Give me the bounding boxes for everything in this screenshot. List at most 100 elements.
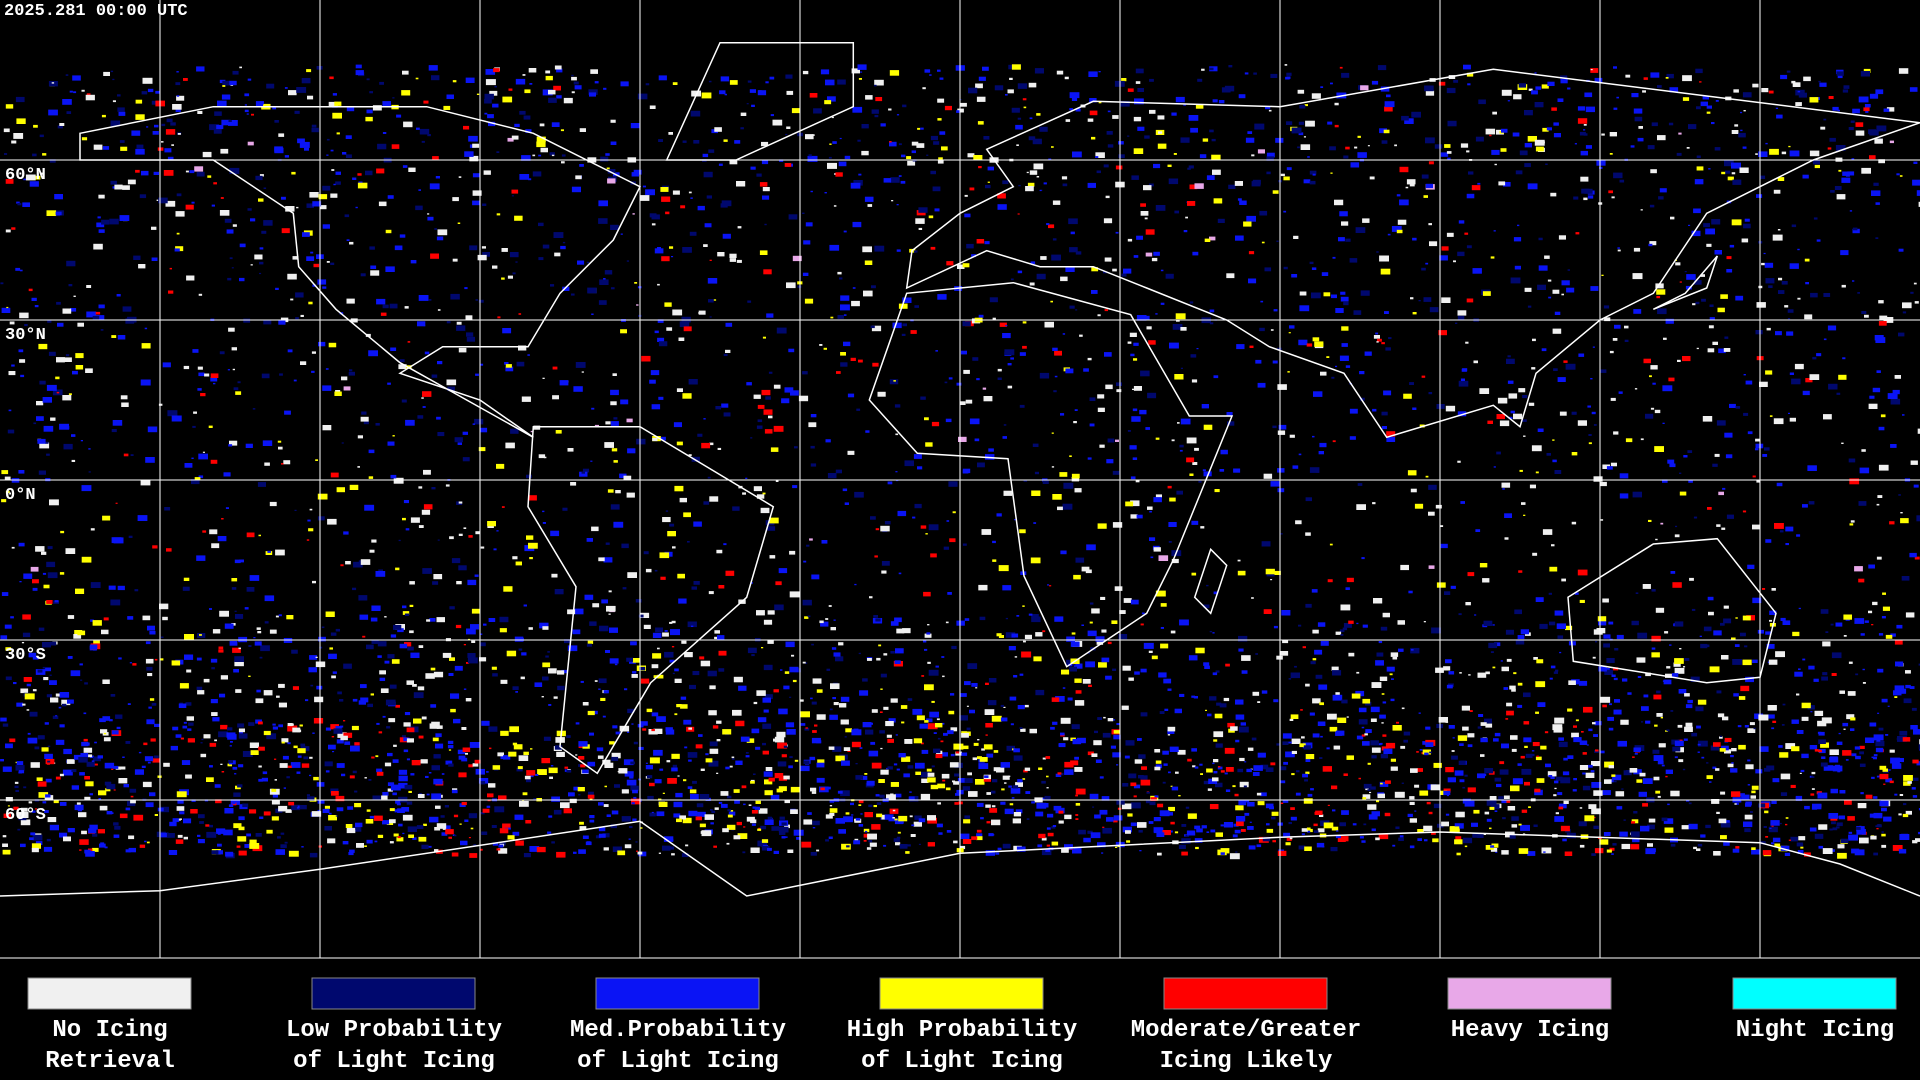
icing-pixel xyxy=(165,200,176,207)
icing-pixel xyxy=(322,385,332,391)
icing-pixel xyxy=(1650,407,1655,410)
icing-pixel xyxy=(1522,395,1528,399)
icing-pixel xyxy=(916,715,925,721)
icing-pixel xyxy=(1614,324,1621,329)
icing-pixel xyxy=(863,828,870,833)
icing-pixel xyxy=(1069,108,1073,111)
icing-pixel xyxy=(1898,68,1909,74)
icing-pixel xyxy=(71,785,79,790)
icing-pixel xyxy=(1051,254,1061,261)
icing-pixel xyxy=(1535,597,1544,602)
icing-pixel xyxy=(389,841,394,844)
icing-pixel xyxy=(59,423,69,430)
icing-pixel xyxy=(121,402,129,407)
icing-pixel xyxy=(561,154,566,157)
icing-pixel xyxy=(191,201,195,204)
icing-pixel xyxy=(393,744,397,747)
icing-pixel xyxy=(1298,121,1305,125)
icing-pixel xyxy=(1599,166,1603,169)
icing-pixel xyxy=(1472,833,1481,838)
icing-pixel xyxy=(678,598,687,604)
icing-pixel xyxy=(239,277,245,282)
icing-pixel xyxy=(575,722,580,725)
icing-pixel xyxy=(1831,652,1842,659)
icing-pixel xyxy=(261,373,270,379)
icing-pixel xyxy=(332,751,335,753)
icing-pixel xyxy=(553,232,564,238)
icing-pixel xyxy=(1096,170,1101,174)
icing-pixel xyxy=(922,87,926,90)
icing-pixel xyxy=(1911,707,1917,711)
icing-pixel xyxy=(804,727,810,731)
icing-pixel xyxy=(1559,411,1567,416)
icing-pixel xyxy=(456,581,462,585)
icing-pixel xyxy=(1309,261,1314,265)
icing-pixel xyxy=(496,848,501,851)
icing-pixel xyxy=(992,317,996,320)
icing-pixel xyxy=(1029,170,1038,175)
icing-pixel xyxy=(987,166,994,171)
icing-pixel xyxy=(1828,96,1834,99)
icing-pixel xyxy=(313,263,320,268)
icing-pixel xyxy=(1315,674,1323,679)
icing-pixel xyxy=(1002,436,1007,439)
icing-pixel xyxy=(255,101,264,106)
icing-pixel xyxy=(342,841,349,845)
icing-pixel xyxy=(969,418,980,425)
icing-pixel xyxy=(1332,809,1336,812)
icing-pixel xyxy=(15,96,25,103)
icing-pixel xyxy=(676,441,683,446)
icing-pixel xyxy=(1832,827,1838,831)
icing-pixel xyxy=(548,97,557,103)
icing-pixel xyxy=(789,591,800,598)
icing-pixel xyxy=(313,776,319,781)
icing-pixel xyxy=(44,795,54,801)
icing-pixel xyxy=(92,833,98,837)
icing-pixel xyxy=(1617,247,1620,249)
icing-pixel xyxy=(1565,363,1576,370)
icing-pixel xyxy=(902,628,911,634)
icing-pixel xyxy=(778,708,788,715)
icing-pixel xyxy=(522,74,526,76)
icing-pixel xyxy=(964,681,971,686)
icing-pixel xyxy=(395,704,400,708)
icing-pixel xyxy=(32,579,39,584)
icing-pixel xyxy=(190,809,198,814)
icing-pixel xyxy=(1178,795,1181,797)
icing-pixel xyxy=(786,282,796,289)
icing-pixel xyxy=(1226,412,1233,416)
icing-pixel xyxy=(1013,812,1022,817)
icing-pixel xyxy=(1553,671,1558,674)
icing-pixel xyxy=(976,833,983,837)
icing-pixel xyxy=(726,824,736,830)
icing-pixel xyxy=(145,457,155,463)
icing-pixel xyxy=(1241,655,1251,661)
icing-pixel xyxy=(1145,427,1150,430)
icing-pixel xyxy=(709,442,714,446)
icing-pixel xyxy=(49,674,52,676)
icing-pixel xyxy=(1349,436,1356,440)
icing-pixel xyxy=(632,658,641,663)
icing-pixel xyxy=(225,851,234,857)
icing-pixel xyxy=(1216,702,1222,706)
icing-pixel xyxy=(1338,237,1345,242)
icing-pixel xyxy=(672,672,675,675)
icing-pixel xyxy=(1132,408,1138,412)
icing-pixel xyxy=(1202,469,1206,472)
icing-pixel xyxy=(32,587,38,591)
icing-pixel xyxy=(1082,679,1091,684)
icing-pixel xyxy=(450,293,460,300)
icing-pixel xyxy=(1185,216,1188,219)
icing-pixel xyxy=(471,608,480,614)
icing-pixel xyxy=(1290,672,1300,679)
icing-pixel xyxy=(387,441,395,446)
icing-pixel xyxy=(933,141,940,145)
icing-pixel xyxy=(886,734,892,738)
icing-pixel xyxy=(1757,629,1764,634)
icing-pixel xyxy=(1643,694,1649,698)
icing-pixel xyxy=(239,243,246,248)
icing-pixel xyxy=(1174,708,1182,714)
icing-pixel xyxy=(1101,657,1110,663)
icing-pixel xyxy=(1011,633,1019,638)
icing-pixel xyxy=(802,599,812,606)
